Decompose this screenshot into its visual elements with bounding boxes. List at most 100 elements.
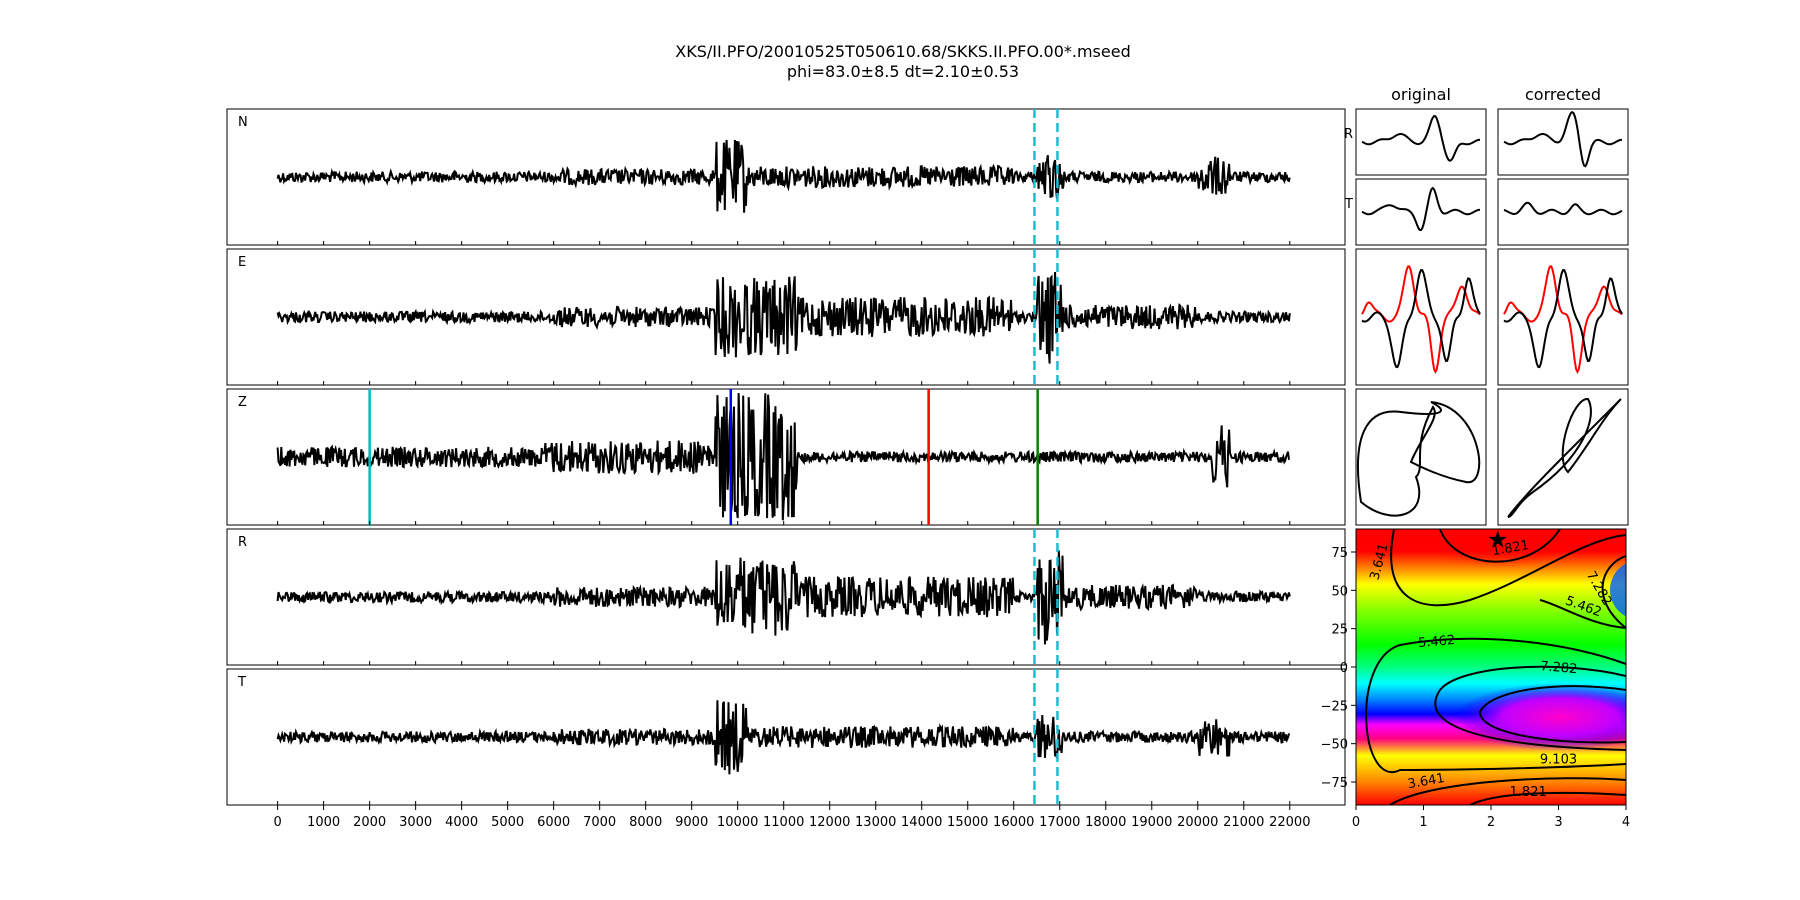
pm-overlay-red-0: [1361, 265, 1481, 375]
heat-y-tick-label: 75: [1331, 546, 1348, 561]
heatmap-red-region: [1420, 529, 1580, 568]
x-tick-label: 19000: [1131, 815, 1172, 830]
particle-motion-1: [1507, 398, 1622, 518]
heat-y-tick-label: 25: [1331, 623, 1348, 638]
contour-7-282-mid: [1434, 665, 1626, 751]
pm-trace-R-0: [1361, 114, 1481, 162]
x-tick-label: 5000: [491, 815, 524, 830]
panel-frame: [226, 388, 1346, 526]
contour-7-282-right: [1601, 555, 1626, 629]
x-tick-label: 6000: [537, 815, 570, 830]
pm-frame: [1355, 248, 1487, 386]
pm-frame: [1497, 248, 1629, 386]
pm-frame: [1355, 388, 1487, 526]
x-tick-label: 17000: [1039, 815, 1080, 830]
contour-1-821-top: [1439, 529, 1561, 563]
column-title-0: original: [1391, 85, 1451, 104]
x-tick-label: 7000: [583, 815, 616, 830]
pm-frame: [1497, 178, 1629, 246]
contour-5-462-mid: [1365, 637, 1626, 774]
x-tick-label: 4000: [445, 815, 478, 830]
heat-x-tick-label: 3: [1554, 815, 1562, 830]
panel-label-R: R: [238, 535, 247, 550]
contour-label: 9.103: [1540, 753, 1577, 768]
trace-panels: N E Z R T 0 1000 2000 3000 4000 5000 6000 7000 8000 90…: [226, 108, 1346, 830]
figure-title: XKS/II.PFO/20010525T050610.68/SKKS.II.PF…: [675, 42, 1130, 61]
panel-label-T: T: [237, 675, 246, 690]
panel-label-N: N: [238, 115, 248, 130]
x-tick-label: 14000: [901, 815, 942, 830]
x-tick-label: 11000: [763, 815, 804, 830]
best-fit-star: ★: [1487, 526, 1509, 554]
x-tick-label: 20000: [1177, 815, 1218, 830]
panel-label-E: E: [238, 255, 246, 270]
trace-panel-E: E: [226, 248, 1346, 386]
particle-motion-panels: original corrected R T: [1344, 85, 1629, 526]
contour-1-821-bottom: [1469, 791, 1626, 805]
pm-overlay-black-1: [1503, 269, 1623, 369]
heat-y-tick-label: −25: [1321, 699, 1348, 714]
x-tick-label: 8000: [629, 815, 662, 830]
row-label-T: T: [1344, 197, 1353, 212]
seismogram-trace-N: [276, 139, 1291, 213]
heat-x-tick-label: 2: [1487, 815, 1495, 830]
seismogram-trace-T: [276, 700, 1290, 775]
heatmap-axes: 0 1 2 3 4 75 50 25 0 −25 −50 −75: [1321, 546, 1631, 830]
pm-frame: [1355, 108, 1487, 176]
contour-3-641-bottom: [1389, 777, 1626, 805]
pm-frame: [1355, 178, 1487, 246]
contour-label: 7.282: [1540, 659, 1578, 677]
energy-grid-panel: 3.641 1.8217.2825.4625.4627.2829.1033.641…: [1321, 526, 1631, 830]
contour-label: 3.641: [1407, 771, 1446, 792]
x-tick-label: 9000: [675, 815, 708, 830]
contour-9-103: [1478, 685, 1626, 744]
pm-overlay-red-1: [1503, 265, 1623, 375]
figure-subtitle: phi=83.0±8.5 dt=2.10±0.53: [787, 62, 1019, 81]
trace-panel-T: T: [226, 668, 1346, 806]
x-tick-label: 21000: [1223, 815, 1264, 830]
panel-frame: [226, 248, 1346, 386]
pm-trace-T-0: [1361, 186, 1481, 232]
x-tick-label: 15000: [947, 815, 988, 830]
seismogram-trace-R: [276, 550, 1291, 645]
panel-frame: [226, 108, 1346, 246]
pm-overlay-black-0: [1361, 269, 1481, 369]
pm-trace-T-1: [1503, 201, 1623, 216]
heat-y-tick-label: 0: [1340, 661, 1348, 676]
contour-label: 1.821: [1491, 538, 1530, 559]
heat-y-tick-label: 50: [1331, 584, 1348, 599]
heat-y-tick-label: −75: [1321, 776, 1348, 791]
heat-y-tick-label: −50: [1321, 738, 1348, 753]
contour-3-641-top: [1390, 529, 1626, 607]
x-tick-label: 0: [273, 815, 281, 830]
x-tick-label: 2000: [353, 815, 386, 830]
heat-x-tick-label: 4: [1622, 815, 1630, 830]
seismogram-trace-E: [276, 271, 1291, 364]
seismogram-trace-Z: [276, 392, 1290, 521]
heatmap-background: [1356, 529, 1626, 805]
x-tick-label: 13000: [855, 815, 896, 830]
panel-frame: [226, 668, 1346, 806]
trace-panel-N: N: [226, 108, 1346, 246]
contour-label: 1.821: [1510, 785, 1547, 800]
heat-x-tick-label: 1: [1419, 815, 1427, 830]
row-label-R: R: [1344, 127, 1353, 142]
trace-panel-R: R: [226, 528, 1346, 666]
heatmap-minimum-region: [1455, 683, 1626, 751]
x-tick-label: 1000: [307, 815, 340, 830]
heatmap-blue-edge: [1610, 563, 1626, 617]
pm-trace-R-1: [1503, 110, 1623, 168]
panel-frame: [226, 528, 1346, 666]
x-tick-label: 22000: [1269, 815, 1310, 830]
pm-frame: [1497, 388, 1629, 526]
pm-frame: [1497, 108, 1629, 176]
contour-label: 5.462: [1418, 633, 1456, 651]
x-tick-label: 10000: [717, 815, 758, 830]
x-tick-label: 18000: [1085, 815, 1126, 830]
x-tick-label: 3000: [399, 815, 432, 830]
trace-panel-Z: Z: [226, 388, 1346, 526]
column-title-1: corrected: [1525, 85, 1601, 104]
x-tick-label: 12000: [809, 815, 850, 830]
